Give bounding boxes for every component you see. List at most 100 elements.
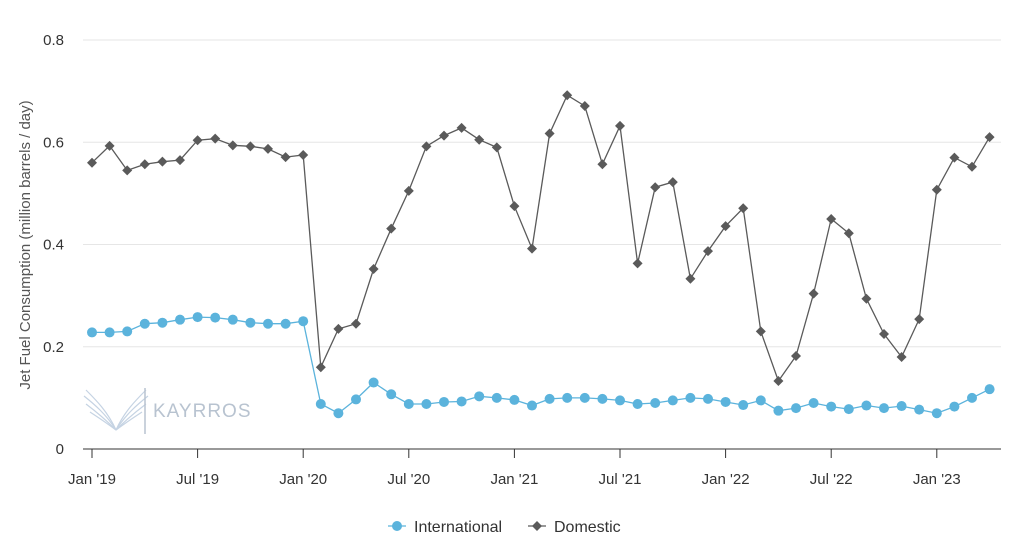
international-point	[755, 395, 766, 406]
international-point	[315, 399, 326, 410]
domestic-point	[949, 152, 960, 163]
international-point	[544, 393, 555, 404]
domestic-point	[157, 156, 168, 167]
x-axis: Jan '19 Jul '19 Jan '20 Jul '20 Jan '21 Jul '…	[68, 448, 1001, 488]
international-point	[650, 397, 661, 408]
domestic-point	[263, 143, 273, 154]
international-point	[791, 403, 801, 414]
domestic-point	[685, 273, 696, 284]
international-point	[333, 408, 344, 419]
y-tick-label: 0.2	[43, 339, 64, 356]
series-international	[87, 312, 995, 419]
domestic-point	[280, 152, 291, 163]
international-point	[175, 314, 185, 325]
international-point	[139, 318, 150, 329]
domestic-point	[984, 132, 995, 143]
international-point	[439, 396, 449, 407]
international-point	[773, 405, 784, 416]
international-point	[263, 318, 273, 329]
legend-item-domestic: Domestic	[528, 519, 621, 536]
series-domestic	[87, 90, 995, 387]
international-point	[474, 391, 485, 402]
domestic-point	[351, 318, 361, 329]
domestic-point	[122, 165, 133, 176]
international-point	[738, 400, 749, 411]
x-tick-label: Jul '19	[176, 471, 219, 488]
international-point	[861, 400, 872, 411]
x-tick-label: Jan '22	[702, 471, 750, 488]
international-point	[210, 312, 221, 323]
international-point	[914, 404, 925, 415]
legend-circle-marker	[392, 521, 402, 531]
x-tick-label: Jan '21	[490, 471, 538, 488]
domestic-point	[931, 184, 942, 195]
domestic-point	[298, 150, 309, 161]
watermark-text: KAYRROS	[153, 401, 252, 422]
international-point	[386, 389, 397, 400]
international-point	[245, 317, 256, 328]
international-point	[491, 392, 502, 403]
kayrros-wings-logo	[83, 388, 149, 434]
domestic-point	[227, 140, 238, 151]
domestic-point	[175, 155, 185, 166]
legend-diamond-marker	[532, 521, 542, 531]
international-point	[562, 392, 573, 403]
legend-item-international: International	[388, 519, 502, 536]
domestic-point	[738, 203, 749, 214]
y-tick-label: 0.4	[43, 237, 64, 254]
international-point	[896, 401, 907, 412]
domestic-point	[210, 133, 221, 144]
international-point	[667, 395, 678, 406]
international-point	[579, 392, 590, 403]
legend-label: International	[414, 519, 502, 536]
gridlines	[83, 39, 1001, 348]
international-point	[87, 327, 97, 338]
domestic-point	[544, 128, 555, 139]
domestic-point	[773, 376, 784, 387]
domestic-point	[914, 314, 925, 325]
international-point	[685, 392, 696, 403]
international-point	[104, 327, 115, 338]
international-point	[843, 404, 854, 415]
domestic-point	[474, 134, 485, 145]
domestic-point	[333, 323, 344, 334]
series-layer	[87, 90, 995, 419]
domestic-point	[720, 221, 731, 232]
domestic-point	[650, 182, 661, 193]
international-point	[368, 377, 379, 388]
international-point	[509, 394, 520, 405]
domestic-point	[139, 159, 150, 170]
domestic-point	[791, 350, 801, 361]
domestic-point	[843, 228, 854, 239]
y-tick-label: 0	[56, 441, 64, 458]
x-tick-label: Jan '20	[279, 471, 327, 488]
domestic-point	[315, 362, 326, 373]
international-point	[720, 396, 731, 407]
domestic-point	[439, 130, 449, 141]
domestic-point	[562, 90, 573, 101]
domestic-point	[386, 223, 397, 234]
domestic-point	[861, 293, 872, 304]
x-tick-label: Jul '20	[387, 471, 430, 488]
international-point	[949, 401, 960, 412]
domestic-point	[667, 177, 678, 188]
international-point	[403, 399, 414, 410]
domestic-point	[509, 201, 520, 212]
domestic-point	[104, 140, 115, 151]
y-tick-label: 0.8	[43, 32, 64, 49]
domestic-point	[403, 185, 414, 196]
international-point	[808, 397, 819, 408]
international-point	[192, 312, 203, 323]
international-point	[632, 399, 643, 410]
domestic-point	[755, 326, 766, 337]
domestic-point	[579, 100, 590, 111]
international-point	[826, 401, 837, 412]
international-point	[879, 403, 889, 414]
international-point	[967, 392, 977, 403]
domestic-point	[368, 264, 379, 275]
x-tick-label: Jul '21	[599, 471, 642, 488]
international-point	[456, 396, 467, 407]
watermark: KAYRROS	[83, 388, 252, 434]
legend: International Domestic	[388, 519, 621, 536]
